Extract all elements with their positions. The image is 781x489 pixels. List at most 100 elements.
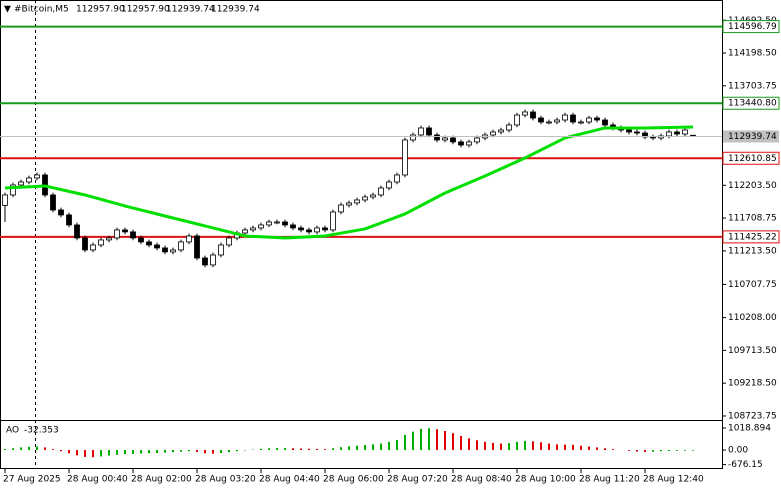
candle-body: [138, 237, 144, 243]
candle-body: [226, 237, 232, 246]
candle-body: [370, 194, 376, 198]
candle-body: [418, 127, 424, 136]
candle-body: [346, 202, 352, 206]
header-close: 112939.74: [211, 5, 260, 15]
x-tick-label: 28 Aug 02:00: [131, 475, 192, 485]
candle-body: [34, 174, 40, 179]
header-high: 112957.90: [121, 5, 170, 15]
candle-body: [530, 111, 536, 119]
candle-body: [122, 229, 128, 233]
candle-body: [202, 257, 208, 266]
candle-body: [682, 129, 688, 135]
candle-body: [114, 229, 120, 239]
candle-body: [538, 117, 544, 123]
ao-tick-label: 0.00: [728, 446, 748, 456]
candle-body: [106, 237, 112, 241]
candle-body: [306, 229, 312, 233]
y-tick-label: 113703.75: [728, 81, 777, 91]
candle-body: [10, 184, 16, 196]
x-tick-label: 28 Aug 03:20: [195, 475, 256, 485]
candle-body: [218, 244, 224, 256]
candle-body: [162, 247, 168, 253]
level-label: 113440.80: [728, 99, 777, 109]
candle-body: [170, 249, 176, 253]
y-tick-label: 108723.75: [728, 411, 777, 421]
candle-body: [154, 244, 160, 249]
candle-body: [586, 117, 592, 123]
candle-body: [194, 235, 200, 259]
header-open: 112957.90: [76, 5, 125, 15]
candle-body: [130, 231, 136, 239]
candle-body: [458, 141, 464, 146]
y-tick-label: 111708.75: [728, 214, 777, 224]
header-arrow: ▼: [4, 5, 11, 15]
candle-body: [290, 224, 296, 229]
candle-body: [634, 131, 640, 134]
y-tick-label: 109713.50: [728, 346, 777, 356]
candle-body: [178, 241, 184, 251]
candle-body: [98, 239, 104, 246]
candle-body: [354, 199, 360, 204]
candle-body: [90, 244, 96, 251]
ao-name: AO: [6, 426, 19, 436]
candle-body: [506, 124, 512, 131]
candle-body: [594, 117, 600, 121]
candle-body: [74, 224, 80, 239]
level-label-box: [722, 151, 780, 165]
candle-body: [442, 137, 448, 141]
level-label-box: [722, 230, 780, 244]
level-label: 114596.79: [728, 22, 777, 32]
candle-body: [266, 221, 272, 226]
plot-frame: [0, 0, 723, 469]
candle-body: [210, 254, 216, 266]
y-tick-label: 112203.50: [728, 181, 777, 191]
candle-body: [434, 134, 440, 141]
candle-body: [554, 119, 560, 123]
x-tick-label: 28 Aug 11:20: [579, 475, 640, 485]
candle-body: [386, 181, 392, 189]
candle-body: [258, 224, 264, 229]
candle-body: [666, 131, 672, 137]
y-tick-label: 110707.75: [728, 280, 777, 290]
x-tick-label: 28 Aug 04:40: [259, 475, 320, 485]
candle-body: [274, 221, 280, 224]
level-label: 112610.85: [728, 154, 777, 164]
ao-tick-label: -676.15: [728, 460, 763, 470]
candle-body: [578, 121, 584, 124]
marks: [0, 19, 726, 473]
x-tick-label: 27 Aug 2025: [3, 475, 61, 485]
candle-body: [2, 194, 8, 206]
y-tick-label: 111213.50: [728, 246, 777, 256]
candle-body: [490, 131, 496, 136]
candle-body: [298, 227, 304, 231]
x-tick-label: 28 Aug 00:40: [67, 475, 128, 485]
candle-body: [322, 227, 328, 231]
candle-body: [186, 235, 192, 243]
level-label: 111425.22: [728, 232, 777, 242]
y-tick-label: 109218.50: [728, 379, 777, 389]
candle-body: [650, 136, 656, 139]
candle-body: [426, 127, 432, 136]
current-price-label: 112939.74: [728, 132, 777, 142]
candle-body: [546, 121, 552, 124]
ao-value: -32.353: [24, 426, 59, 436]
x-tick-label: 28 Aug 12:40: [643, 475, 704, 485]
candle-body: [146, 241, 152, 246]
x-tick-label: 28 Aug 10:00: [515, 475, 576, 485]
candle-body: [58, 209, 64, 216]
candle-body: [466, 141, 472, 146]
candle-body: [498, 129, 504, 133]
x-tick-label: 28 Aug 06:00: [323, 475, 384, 485]
candle-body: [394, 174, 400, 183]
level-label-box: [722, 20, 780, 34]
candle-body: [250, 227, 256, 231]
candle-body: [570, 114, 576, 123]
ao-tick-label: 1018.894: [728, 424, 771, 434]
candle-body: [450, 137, 456, 143]
candle-body: [522, 111, 528, 116]
header-low: 112939.74: [166, 5, 215, 15]
candle-body: [626, 129, 632, 133]
candle-body: [674, 131, 680, 135]
level-label-box: [722, 96, 780, 110]
